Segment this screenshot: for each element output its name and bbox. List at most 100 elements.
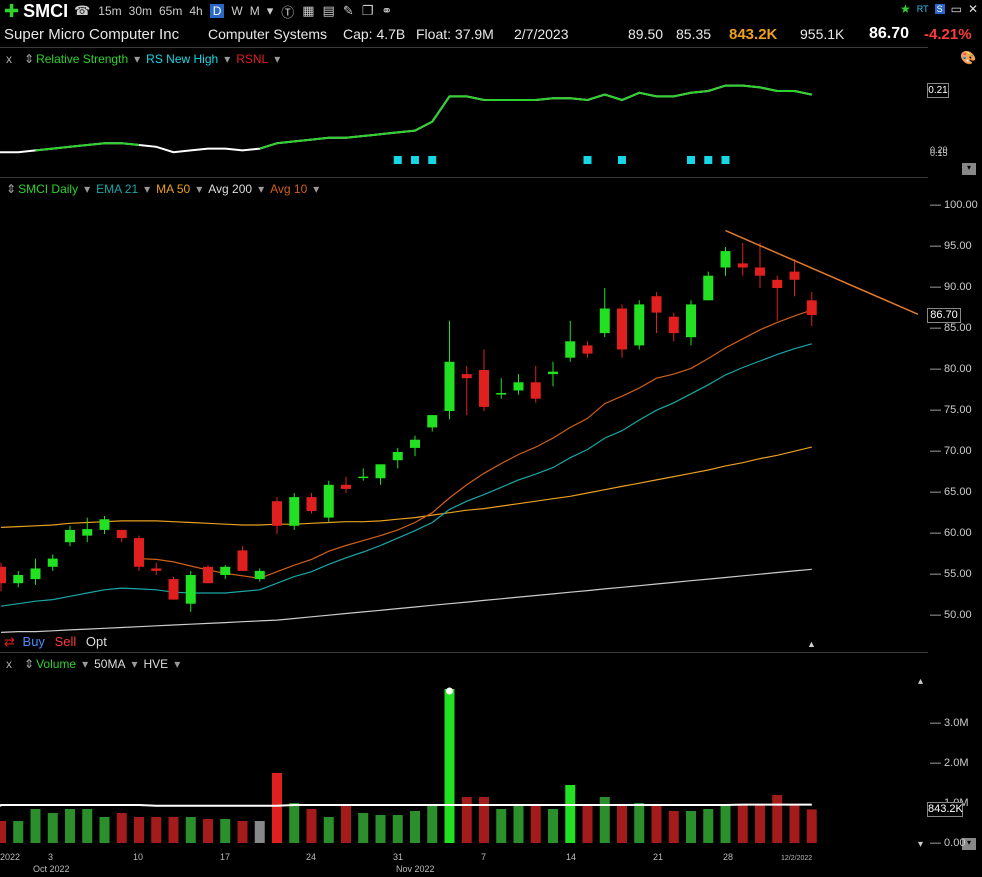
volume-label[interactable]: Volume	[36, 657, 77, 671]
candle-body	[686, 304, 696, 338]
avg200-label[interactable]: Avg 200	[208, 182, 253, 196]
candle-body	[82, 529, 93, 536]
candle	[392, 447, 403, 469]
trade-icon[interactable]: ⇄	[4, 634, 15, 649]
options-button[interactable]: Opt	[85, 634, 107, 649]
chevron-down-icon[interactable]: ▾	[82, 657, 89, 671]
scroll-down-icon[interactable]: ▾	[962, 163, 976, 175]
realtime-icon[interactable]: RT	[916, 4, 929, 14]
chevron-down-icon[interactable]: ▾	[258, 182, 265, 196]
candle	[720, 247, 731, 276]
tf-15m[interactable]: 15m	[98, 4, 122, 18]
chevron-down-icon[interactable]: ▾	[266, 3, 274, 18]
volume-bar	[358, 813, 369, 843]
tf-monthly[interactable]: M	[249, 4, 260, 18]
price-tick: — 85.00	[930, 322, 972, 334]
tf-weekly[interactable]: W	[231, 4, 243, 18]
phone-icon[interactable]: ☎	[74, 3, 91, 18]
price-tick: — 70.00	[930, 445, 972, 457]
date: 2/7/2023	[514, 26, 569, 42]
add-symbol-icon[interactable]: ✚	[4, 0, 20, 21]
x-tick: 24	[306, 852, 317, 862]
candle	[427, 415, 438, 432]
calculator-icon[interactable]: ▤	[322, 3, 335, 18]
chevron-down-icon[interactable]: ▾	[196, 182, 203, 196]
volume-bar	[686, 811, 696, 843]
rs-pane-header: x ⇕ Relative Strength ▾ RS New High ▾ RS…	[0, 50, 286, 68]
price-pane-header: ⇕ SMCI Daily ▾ EMA 21 ▾ MA 50 ▾ Avg 200 …	[0, 180, 325, 198]
move-icon[interactable]: ⇕	[24, 52, 35, 66]
rsnl-label[interactable]: RSNL	[236, 52, 269, 66]
avg10-label[interactable]: Avg 10	[270, 182, 308, 196]
volume-bar	[82, 809, 93, 843]
chevron-down-icon[interactable]: ▾	[134, 52, 141, 66]
scroll-down-icon[interactable]: ▾	[962, 838, 976, 850]
candle-body	[548, 371, 558, 375]
symbol-daily-label[interactable]: SMCI Daily	[18, 182, 79, 196]
pencil-icon[interactable]: ✎	[342, 3, 354, 18]
share-icon[interactable]: ⚭	[381, 3, 393, 18]
rs-new-high-marker	[618, 156, 626, 164]
chevron-down-icon[interactable]: ▾	[174, 657, 181, 671]
volume-ma-label[interactable]: 50MA	[94, 657, 126, 671]
volume-tick: — 3.0M	[930, 717, 969, 729]
buy-button[interactable]: Buy	[22, 634, 45, 649]
candle	[341, 476, 351, 493]
candle-body	[651, 296, 662, 313]
ema21-label[interactable]: EMA 21	[96, 182, 139, 196]
chevron-down-icon[interactable]: ▾	[131, 657, 138, 671]
volume-bar	[703, 809, 714, 843]
hve-label[interactable]: HVE	[143, 657, 169, 671]
rs-new-high-marker	[687, 156, 695, 164]
candle-body	[737, 263, 748, 268]
volume-bar	[134, 817, 144, 843]
ma50-label[interactable]: MA 50	[156, 182, 191, 196]
candle-body	[306, 497, 317, 512]
candle-body	[444, 361, 455, 411]
chart-settings-icon[interactable]: ▦	[302, 3, 315, 18]
star-icon[interactable]: ★	[899, 2, 911, 16]
close-pane-icon[interactable]: x	[6, 657, 12, 671]
tf-65m[interactable]: 65m	[158, 4, 183, 18]
rs-last-value: 0.21	[927, 83, 949, 98]
chevron-down-icon[interactable]: ▾	[274, 52, 281, 66]
volume-bar	[617, 805, 627, 843]
x-month: Oct 2022	[33, 864, 70, 874]
move-icon[interactable]: ⇕	[6, 182, 17, 196]
chevron-down-icon[interactable]: ▾	[144, 182, 151, 196]
divider	[0, 47, 928, 48]
candle	[513, 374, 524, 395]
scroll-down-icon[interactable]: ▾	[918, 839, 924, 850]
volume-bar	[668, 811, 679, 843]
close-icon[interactable]: ✕	[967, 2, 978, 16]
layout-icon[interactable]: ❐	[361, 3, 374, 18]
price-tick: — 80.00	[930, 363, 972, 375]
rs-label[interactable]: Relative Strength	[36, 52, 129, 66]
palette-icon[interactable]: 🎨	[960, 50, 977, 65]
candle-body	[13, 575, 24, 584]
move-icon[interactable]: ⇕	[24, 657, 35, 671]
price-last-value: 86.70	[927, 308, 961, 324]
symbol-label[interactable]: SMCI	[23, 0, 69, 21]
scroll-up-icon[interactable]: ▴	[918, 676, 924, 687]
window-icon[interactable]: ▭	[950, 2, 962, 16]
candle	[565, 320, 576, 362]
x-axis: 2022 3 10 17 24 31 7 14 21 28 12/2/2022 …	[0, 851, 928, 877]
volume-bar	[237, 821, 248, 843]
chevron-down-icon[interactable]: ▾	[84, 182, 91, 196]
candle-body	[220, 566, 231, 575]
price-chart[interactable]	[0, 198, 928, 650]
tf-30m[interactable]: 30m	[128, 4, 152, 18]
collapse-icon[interactable]: ▲	[807, 639, 816, 649]
sell-button[interactable]: Sell	[54, 634, 77, 649]
tf-4h[interactable]: 4h	[189, 4, 203, 18]
rs-new-high-label[interactable]: RS New High	[146, 52, 219, 66]
tf-daily[interactable]: D	[209, 4, 225, 18]
text-annotation-icon[interactable]: Ⓣ	[281, 4, 295, 20]
candle	[220, 565, 231, 580]
close-pane-icon[interactable]: x	[6, 52, 12, 66]
chevron-down-icon[interactable]: ▾	[224, 52, 231, 66]
chevron-down-icon[interactable]: ▾	[313, 182, 320, 196]
s-badge-icon[interactable]: S	[934, 4, 945, 14]
volume-bar	[651, 805, 662, 843]
